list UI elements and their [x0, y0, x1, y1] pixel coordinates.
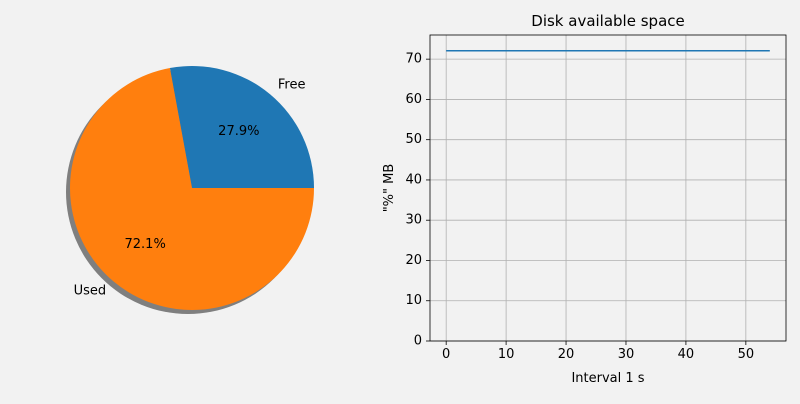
pie-pct-label-used: 72.1%	[125, 237, 166, 252]
x-axis-label: Interval 1 s	[571, 371, 644, 386]
pie-pct-label-free: 27.9%	[218, 124, 259, 139]
y-tick-label: 40	[405, 172, 422, 187]
x-tick-label: 0	[442, 347, 450, 362]
line-chart-title: Disk available space	[531, 12, 684, 30]
line-chart: 0 10 20 30 40 50 0 10 20 30 40 50 60 70 Disk available…	[382, 12, 787, 386]
y-tick-label: 0	[414, 334, 422, 349]
axes-frame	[429, 34, 787, 342]
x-tick-label: 50	[738, 347, 755, 362]
pie-slice-used	[69, 68, 315, 311]
pie-label-used: Used	[74, 284, 107, 299]
y-tick-label: 60	[405, 92, 422, 107]
pie-slice-free	[169, 65, 314, 188]
y-tick-label: 10	[405, 293, 422, 308]
y-tick-label: 70	[405, 52, 422, 67]
x-tick-label: 30	[618, 347, 635, 362]
y-axis-label: "%" MB	[382, 164, 397, 213]
x-tick-label: 10	[498, 347, 515, 362]
x-tick-label: 20	[558, 347, 575, 362]
pie-label-free: Free	[278, 77, 306, 92]
plot-area	[430, 35, 786, 341]
y-tick-label: 50	[405, 132, 422, 147]
x-tick-label: 40	[678, 347, 695, 362]
y-tick-label: 30	[405, 213, 422, 228]
y-tick-label: 20	[405, 253, 422, 268]
pie-chart: Free 27.9% Used 72.1%	[66, 65, 315, 314]
